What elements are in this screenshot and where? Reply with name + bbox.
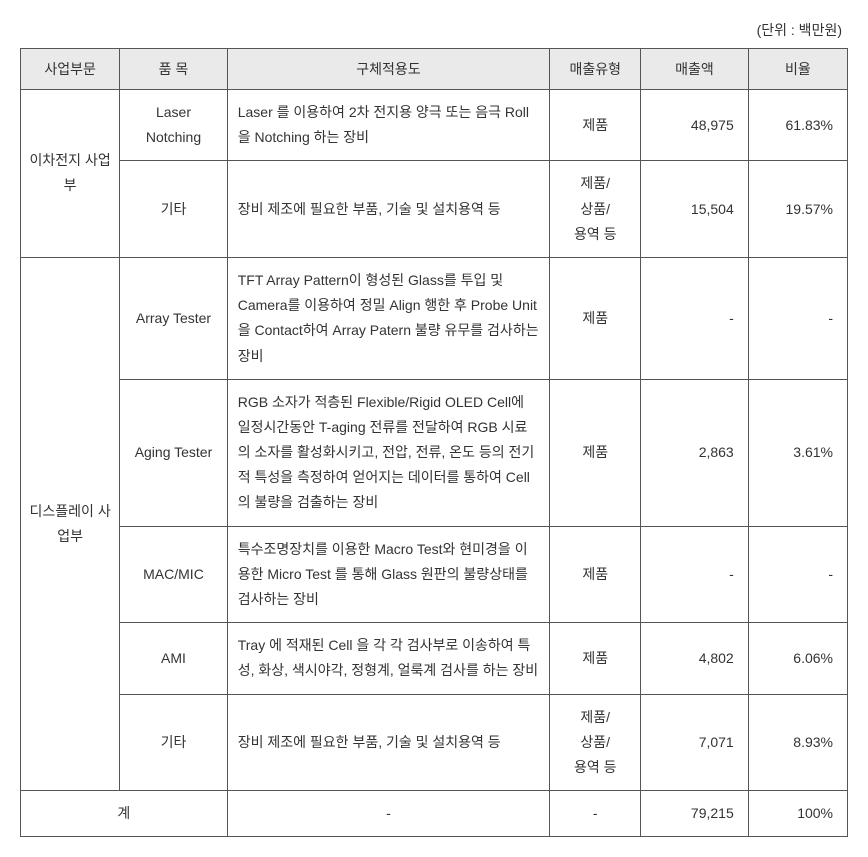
division-cell-battery: 이차전지 사업부 — [21, 90, 120, 258]
table-row: 디스플레이 사업부 Array Tester TFT Array Pattern… — [21, 257, 848, 379]
type-cell: 제품 — [550, 257, 641, 379]
type-cell: 제품 — [550, 623, 641, 694]
ratio-cell: - — [748, 257, 847, 379]
table-row: MAC/MIC 특수조명장치를 이용한 Macro Test와 현미경을 이용한… — [21, 526, 848, 623]
amount-cell: - — [641, 526, 749, 623]
unit-label: (단위 : 백만원) — [20, 20, 848, 40]
col-amount: 매출액 — [641, 49, 749, 90]
ratio-cell: 8.93% — [748, 694, 847, 791]
col-desc: 구체적용도 — [227, 49, 550, 90]
item-cell: 기타 — [120, 161, 228, 258]
type-cell: 제품/ 상품/ 용역 등 — [550, 161, 641, 258]
ratio-cell: 19.57% — [748, 161, 847, 258]
item-cell: 기타 — [120, 694, 228, 791]
table-header-row: 사업부문 품 목 구체적용도 매출유형 매출액 비율 — [21, 49, 848, 90]
total-label: 계 — [21, 791, 228, 837]
ratio-cell: 3.61% — [748, 379, 847, 526]
desc-cell: Tray 에 적재된 Cell 을 각 각 검사부로 이송하여 특성, 화상, … — [227, 623, 550, 694]
desc-cell: RGB 소자가 적층된 Flexible/Rigid OLED Cell에 일정… — [227, 379, 550, 526]
item-cell: AMI — [120, 623, 228, 694]
type-cell: 제품 — [550, 526, 641, 623]
col-item: 품 목 — [120, 49, 228, 90]
type-cell: 제품/ 상품/ 용역 등 — [550, 694, 641, 791]
desc-cell: TFT Array Pattern이 형성된 Glass를 투입 및 Camer… — [227, 257, 550, 379]
ratio-cell: - — [748, 526, 847, 623]
amount-cell: 7,071 — [641, 694, 749, 791]
col-type: 매출유형 — [550, 49, 641, 90]
type-cell: 제품 — [550, 90, 641, 161]
desc-cell: 특수조명장치를 이용한 Macro Test와 현미경을 이용한 Micro T… — [227, 526, 550, 623]
item-cell: MAC/MIC — [120, 526, 228, 623]
desc-cell: 장비 제조에 필요한 부품, 기술 및 설치용역 등 — [227, 161, 550, 258]
total-amount: 79,215 — [641, 791, 749, 837]
item-cell: Laser Notching — [120, 90, 228, 161]
item-cell: Aging Tester — [120, 379, 228, 526]
table-row: 이차전지 사업부 Laser Notching Laser 를 이용하여 2차 … — [21, 90, 848, 161]
amount-cell: - — [641, 257, 749, 379]
division-cell-display: 디스플레이 사업부 — [21, 257, 120, 790]
amount-cell: 2,863 — [641, 379, 749, 526]
table-row: Aging Tester RGB 소자가 적층된 Flexible/Rigid … — [21, 379, 848, 526]
col-division: 사업부문 — [21, 49, 120, 90]
revenue-table: 사업부문 품 목 구체적용도 매출유형 매출액 비율 이차전지 사업부 Lase… — [20, 48, 848, 837]
desc-cell: 장비 제조에 필요한 부품, 기술 및 설치용역 등 — [227, 694, 550, 791]
item-cell: Array Tester — [120, 257, 228, 379]
ratio-cell: 61.83% — [748, 90, 847, 161]
total-type: - — [550, 791, 641, 837]
amount-cell: 4,802 — [641, 623, 749, 694]
table-row: AMI Tray 에 적재된 Cell 을 각 각 검사부로 이송하여 특성, … — [21, 623, 848, 694]
amount-cell: 15,504 — [641, 161, 749, 258]
table-row: 기타 장비 제조에 필요한 부품, 기술 및 설치용역 등 제품/ 상품/ 용역… — [21, 161, 848, 258]
total-desc: - — [227, 791, 550, 837]
amount-cell: 48,975 — [641, 90, 749, 161]
table-row: 기타 장비 제조에 필요한 부품, 기술 및 설치용역 등 제품/ 상품/ 용역… — [21, 694, 848, 791]
total-ratio: 100% — [748, 791, 847, 837]
col-ratio: 비율 — [748, 49, 847, 90]
type-cell: 제품 — [550, 379, 641, 526]
ratio-cell: 6.06% — [748, 623, 847, 694]
table-total-row: 계 - - 79,215 100% — [21, 791, 848, 837]
desc-cell: Laser 를 이용하여 2차 전지용 양극 또는 음극 Roll을 Notch… — [227, 90, 550, 161]
